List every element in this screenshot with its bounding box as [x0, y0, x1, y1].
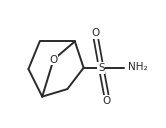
Text: S: S — [98, 63, 105, 73]
Text: O: O — [103, 96, 111, 106]
Text: O: O — [49, 55, 58, 65]
Text: O: O — [91, 28, 100, 38]
Text: NH₂: NH₂ — [127, 62, 147, 72]
